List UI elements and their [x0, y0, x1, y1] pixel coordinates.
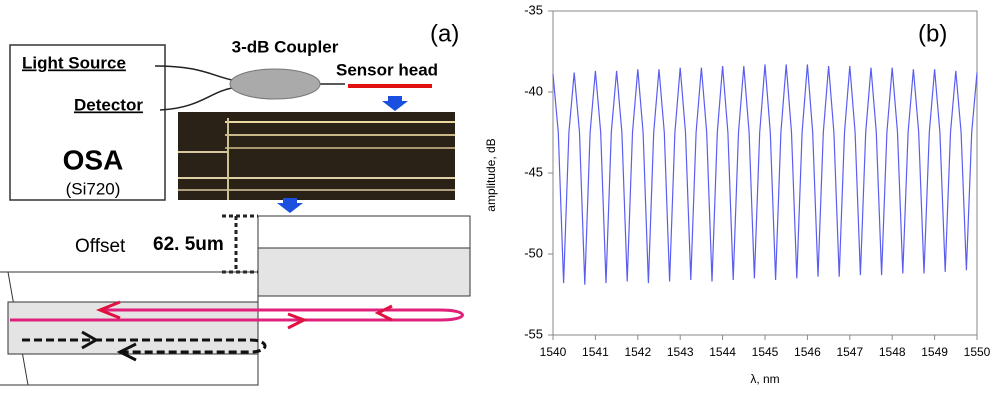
x-tick-label: 1546: [794, 345, 821, 359]
x-tick-label: 1544: [709, 345, 736, 359]
sensor-head-label: Sensor head: [336, 60, 438, 79]
y-tick-label: -50: [524, 245, 543, 260]
y-tick-label: -35: [524, 2, 543, 17]
x-tick-label: 1548: [879, 345, 906, 359]
x-tick-label: 1550: [964, 345, 991, 359]
arrow: [382, 96, 408, 111]
x-tick-label: 1540: [540, 345, 567, 359]
photo-fibers: [178, 118, 455, 200]
coupler: [229, 68, 321, 100]
y-tick-label: -55: [524, 326, 543, 341]
panel-label: (b): [918, 20, 947, 47]
x-tick-label: 1549: [921, 345, 948, 359]
x-tick-label: 1545: [752, 345, 779, 359]
detector-label: Detector: [74, 95, 143, 114]
x-tick-label: 1541: [582, 345, 609, 359]
y-axis-label: amplitude, dB: [484, 138, 498, 211]
right-core: [257, 247, 471, 297]
offset-label: Offset: [75, 236, 126, 257]
osa-model: (Si720): [66, 179, 121, 198]
osa-label: OSA: [63, 144, 124, 175]
light-path: [10, 308, 464, 322]
y-tick-label: -40: [524, 83, 543, 98]
light-source-label: Light Source: [22, 53, 126, 72]
y-tick-label: -45: [524, 164, 543, 179]
offset-marker: [222, 214, 258, 274]
x-tick-label: 1542: [624, 345, 651, 359]
x-tick-label: 1543: [667, 345, 694, 359]
offset-value: 62. 5um: [153, 234, 224, 255]
data-line: [552, 64, 978, 285]
coupler-label: 3-dB Coupler: [232, 37, 339, 56]
cladding-arrows: [81, 330, 137, 362]
arrow: [277, 198, 303, 213]
light-arrows: [95, 300, 393, 330]
photo: [178, 112, 455, 200]
plot-frame: [552, 10, 978, 336]
x-tick-label: 1547: [836, 345, 863, 359]
osa-box: [9, 44, 166, 201]
chart: (b) λ, nm amplitude, dB -35 -40 -45 -50 -55 1…: [484, 2, 990, 386]
cladding-path: [22, 338, 267, 354]
fiber-leads: [154, 65, 345, 111]
diagram: (a) Light Source Detector OSA (Si720) 3-…: [0, 20, 471, 386]
x-axis-label: λ, nm: [750, 372, 779, 386]
panel-label: (a): [430, 20, 459, 47]
